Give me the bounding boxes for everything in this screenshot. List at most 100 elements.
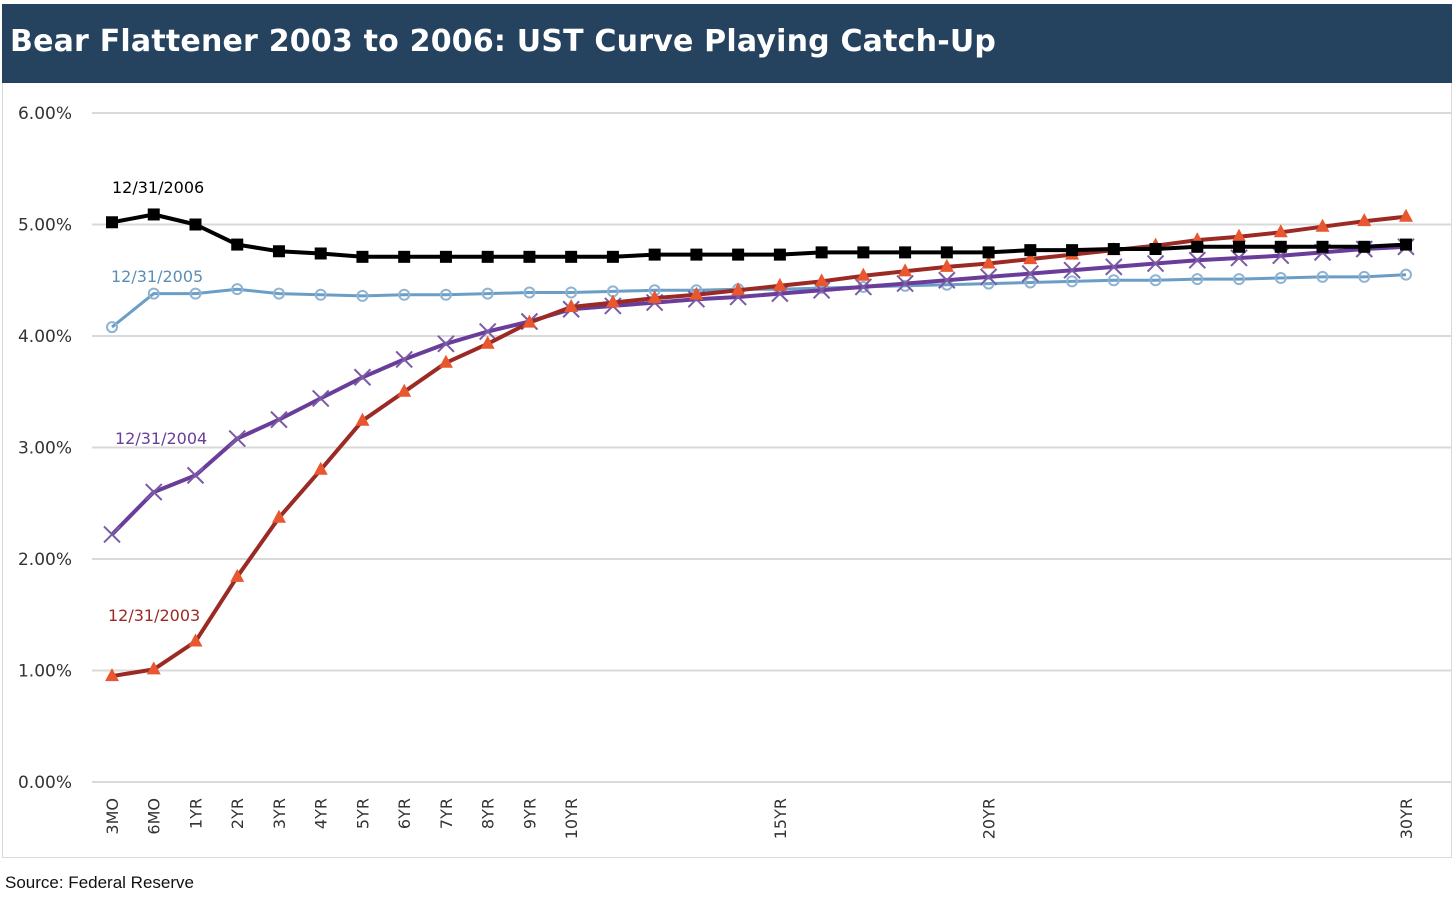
data-point-square [1233, 240, 1246, 253]
data-point-circle [106, 321, 118, 334]
x-tick-label: 10YR [562, 798, 581, 839]
data-point-triangle [814, 273, 829, 287]
data-point-triangle [438, 354, 453, 368]
data-point-square [1107, 243, 1120, 256]
data-point-x [854, 278, 873, 296]
x-tick-label: 30YR [1397, 798, 1416, 839]
series-label: 12/31/2003 [108, 606, 200, 625]
data-point-x [1063, 261, 1081, 279]
grid-lines [92, 112, 1452, 783]
data-point-square [272, 245, 285, 258]
data-point-square [1191, 240, 1204, 253]
data-point-triangle [397, 383, 412, 397]
series-line [111, 273, 1407, 329]
data-point-triangle [188, 633, 203, 647]
series-group [103, 208, 1415, 682]
data-point-circle [356, 289, 369, 302]
data-point-triangle [856, 267, 871, 281]
x-tick-label: 8YR [479, 798, 498, 829]
data-point-square [1149, 243, 1162, 256]
data-point-triangle [981, 255, 996, 269]
data-point-square [314, 247, 327, 260]
series-label: 12/31/2005 [111, 267, 203, 286]
data-point-square [815, 246, 828, 259]
y-tick-label: 5.00% [18, 216, 72, 236]
data-point-square [1400, 238, 1412, 251]
data-point-circle [272, 287, 285, 300]
data-point-triangle [1357, 213, 1372, 227]
data-point-square [606, 250, 619, 263]
data-point-circle [1400, 268, 1412, 281]
data-point-triangle [772, 277, 787, 291]
y-tick-label: 3.00% [18, 439, 72, 459]
data-point-circle [1149, 274, 1162, 287]
x-tick-label: 15YR [771, 798, 790, 839]
data-point-triangle [939, 258, 954, 272]
source-note: Source: Federal Reserve [5, 873, 194, 892]
data-point-square [1316, 240, 1329, 253]
data-point-square [523, 250, 536, 263]
data-point-x [896, 274, 914, 293]
x-tick-label: 2YR [228, 798, 247, 829]
data-point-x [1188, 251, 1206, 269]
series-label: 12/31/2006 [112, 178, 204, 197]
y-tick-label: 1.00% [18, 662, 72, 682]
data-point-square [732, 248, 745, 261]
data-point-circle [1274, 272, 1287, 285]
data-point-triangle [605, 294, 620, 308]
data-point-triangle [647, 290, 662, 304]
data-point-x [353, 368, 372, 386]
series-line [111, 212, 1407, 259]
series-label: 12/31/2004 [115, 429, 207, 448]
y-tick-label: 2.00% [18, 550, 72, 570]
series-line [111, 214, 1407, 679]
x-tick-label: 1YR [186, 798, 205, 829]
data-point-circle [1358, 270, 1371, 283]
series-line [110, 244, 1407, 536]
data-point-triangle [480, 335, 495, 349]
data-point-triangle [1232, 228, 1247, 242]
data-point-circle [523, 286, 536, 299]
data-point-square [857, 246, 870, 259]
y-axis: 0.00% 1.00% 2.00% 3.00% 4.00% 5.00% 6.00% [18, 104, 72, 793]
data-point-square [147, 208, 160, 221]
data-point-square [1358, 240, 1371, 253]
x-tick-label: 6YR [395, 798, 414, 829]
data-point-square [481, 250, 494, 263]
data-point-square [773, 248, 786, 261]
data-point-square [940, 246, 953, 259]
data-point-triangle [1399, 208, 1413, 222]
title-bar: Bear Flattener 2003 to 2006: UST Curve P… [2, 4, 1452, 83]
y-tick-label: 4.00% [18, 327, 72, 347]
data-point-circle [189, 287, 202, 300]
data-point-x [145, 483, 163, 501]
data-point-circle [1024, 276, 1037, 289]
x-tick-label: 7YR [437, 798, 456, 829]
x-tick-label: 6MO [145, 798, 164, 835]
data-point-circle [147, 287, 160, 300]
data-point-circle [481, 287, 494, 300]
data-point-square [231, 238, 244, 251]
data-point-square [648, 248, 661, 261]
data-point-circle [231, 283, 244, 296]
data-point-x [270, 410, 288, 429]
data-point-x [1146, 254, 1165, 273]
series-12-31-2004 [103, 238, 1415, 544]
data-point-x [938, 271, 956, 289]
data-point-triangle [105, 668, 119, 682]
x-tick-label: 5YR [353, 798, 372, 829]
data-point-square [899, 246, 912, 259]
data-point-x [1105, 258, 1123, 276]
series-12-31-2005 [106, 268, 1412, 334]
data-point-square [189, 218, 202, 231]
data-point-triangle [898, 263, 913, 277]
data-point-triangle [564, 299, 579, 313]
data-point-x [1021, 264, 1040, 283]
data-point-square [1024, 244, 1037, 257]
data-point-square [398, 250, 411, 263]
data-point-triangle [689, 286, 704, 300]
data-point-circle [439, 288, 452, 301]
data-point-triangle [731, 282, 746, 296]
data-point-square [439, 250, 452, 263]
